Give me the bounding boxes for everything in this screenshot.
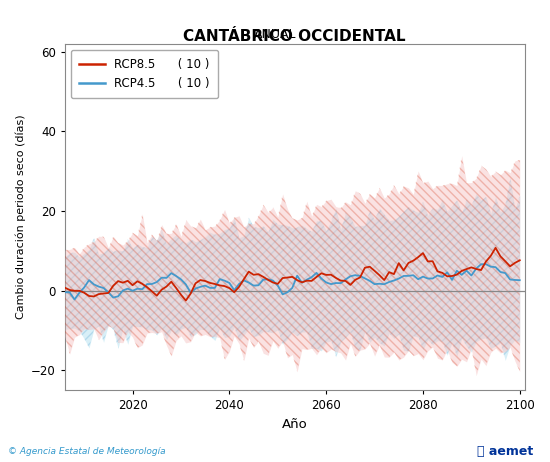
Title: CANTÁBRICO OCCIDENTAL: CANTÁBRICO OCCIDENTAL	[184, 29, 406, 44]
Text: Ⓡ aemet: Ⓡ aemet	[477, 445, 534, 458]
Legend: RCP8.5      ( 10 ), RCP4.5      ( 10 ): RCP8.5 ( 10 ), RCP4.5 ( 10 )	[71, 50, 218, 98]
Text: ANUAL: ANUAL	[254, 28, 296, 41]
Text: © Agencia Estatal de Meteorología: © Agencia Estatal de Meteorología	[8, 448, 166, 456]
X-axis label: Año: Año	[282, 418, 307, 431]
Y-axis label: Cambio duración periodo seco (días): Cambio duración periodo seco (días)	[15, 115, 25, 319]
